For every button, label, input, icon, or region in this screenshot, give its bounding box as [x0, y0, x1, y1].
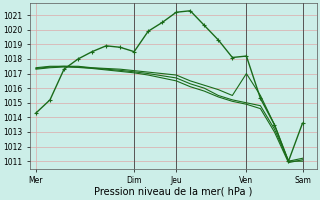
X-axis label: Pression niveau de la mer( hPa ): Pression niveau de la mer( hPa ) [94, 187, 252, 197]
